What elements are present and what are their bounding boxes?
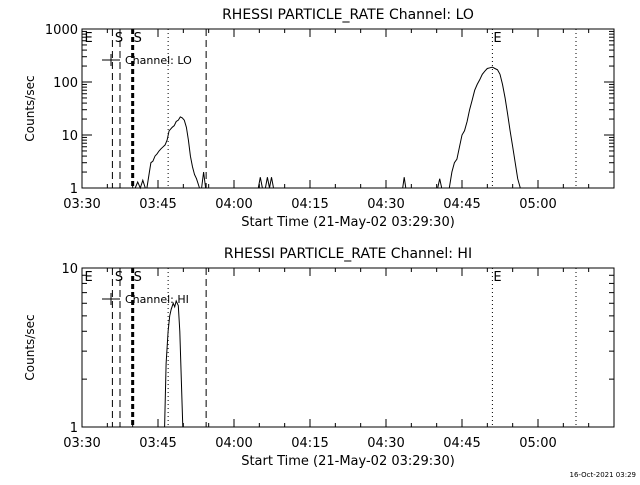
event-marker-label: S <box>115 270 123 285</box>
data-series-line <box>402 177 407 189</box>
x-tick-label: 03:45 <box>139 197 176 212</box>
data-series-line <box>437 178 443 189</box>
x-tick-label: 05:00 <box>519 436 556 451</box>
x-tick-label: 03:30 <box>63 436 100 451</box>
data-series-line <box>264 177 274 189</box>
x-tick-label: 03:45 <box>139 436 176 451</box>
x-tick-label: 04:15 <box>291 197 328 212</box>
event-line-label: E <box>493 270 501 285</box>
x-tick-label: 04:45 <box>443 436 480 451</box>
x-tick-label: 04:15 <box>291 436 328 451</box>
event-line-label: S <box>134 31 142 46</box>
x-tick-label: 04:30 <box>367 197 404 212</box>
y-tick-label: 10 <box>61 262 78 277</box>
x-tick-label: 04:00 <box>215 436 252 451</box>
event-marker-label: S <box>115 31 123 46</box>
x-axis-label: Start Time (21-May-02 03:29:30) <box>241 454 455 469</box>
x-tick-label: 04:30 <box>367 436 404 451</box>
event-marker-label: E <box>85 31 93 46</box>
y-tick-label: 10 <box>61 129 78 144</box>
data-series-line <box>134 178 146 190</box>
event-line-label: E <box>493 31 501 46</box>
chart-panel-0: RHESSI PARTICLE_RATE Channel: LO Start Ti… <box>23 7 615 230</box>
data-series-line <box>201 171 207 189</box>
chart-title: RHESSI PARTICLE_RATE Channel: LO <box>222 7 474 23</box>
chart-panel-1: RHESSI PARTICLE_RATE Channel: HI Start Ti… <box>23 246 615 469</box>
y-tick-label: 100 <box>53 76 78 91</box>
plot-frame <box>81 267 615 428</box>
y-axis-label: Counts/sec <box>23 314 37 380</box>
legend-label: Channel: LO <box>125 54 192 67</box>
x-tick-label: 05:00 <box>519 197 556 212</box>
data-series-line <box>448 66 521 189</box>
data-series-line <box>146 116 200 189</box>
data-series-line <box>257 177 263 189</box>
x-axis-label: Start Time (21-May-02 03:29:30) <box>241 215 455 230</box>
x-tick-label: 03:30 <box>63 197 100 212</box>
legend-label: Channel: HI <box>125 293 189 306</box>
footer-date: 16-Oct-2021 03:29 <box>569 471 636 479</box>
y-tick-label: 1000 <box>45 23 78 38</box>
x-tick-label: 04:45 <box>443 197 480 212</box>
y-tick-label: 1 <box>70 421 78 436</box>
event-marker-label: E <box>85 270 93 285</box>
plot-frame <box>81 28 615 189</box>
data-series-line <box>164 299 184 428</box>
event-line-label: S <box>134 270 142 285</box>
x-tick-label: 04:00 <box>215 197 252 212</box>
y-tick-label: 1 <box>70 182 78 197</box>
chart-title: RHESSI PARTICLE_RATE Channel: HI <box>224 246 472 262</box>
y-axis-label: Counts/sec <box>23 75 37 141</box>
